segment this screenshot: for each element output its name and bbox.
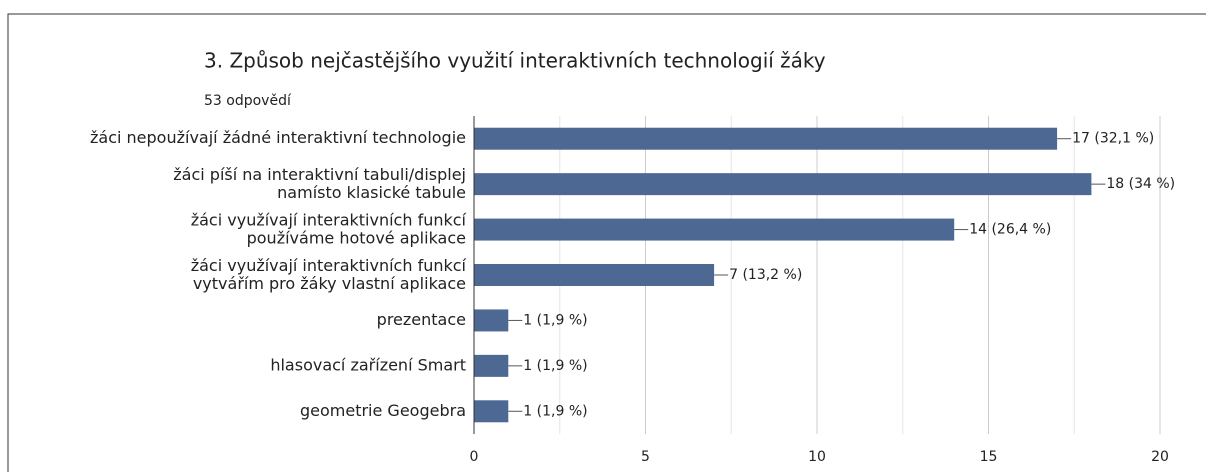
x-tick-label: 15 (980, 449, 998, 465)
value-label: 1 (1,9 %) (523, 358, 587, 374)
chart-subtitle: 53 odpovědí (204, 93, 292, 109)
y-tick-label: žáci píší na interaktivní tabuli/displej… (173, 165, 466, 202)
chart-title: 3. Způsob nejčastějšího využití interakt… (204, 49, 826, 73)
bar (474, 309, 509, 332)
y-tick-label: prezentace (377, 310, 466, 329)
y-tick-label: žáci nepoužívají žádné interaktivní tech… (90, 128, 466, 147)
frame (7, 13, 1206, 472)
x-tick-label: 5 (641, 449, 650, 465)
y-tick-label: hlasovací zařízení Smart (270, 355, 466, 374)
y-tick-label: žáci využívají interaktivních funkcí použ… (191, 210, 467, 247)
bar (474, 400, 509, 423)
bar (474, 354, 509, 377)
y-tick-label: žáci využívají interaktivních funkcí vytv… (191, 256, 467, 293)
value-label: 18 (34 %) (1106, 176, 1175, 192)
y-tick-label: geometrie Geogebra (300, 401, 466, 420)
bar (474, 127, 1058, 150)
value-label: 1 (1,9 %) (523, 312, 587, 328)
x-tick-label: 0 (470, 449, 479, 465)
value-label: 7 (13,2 %) (729, 267, 802, 283)
x-tick-label: 10 (808, 449, 826, 465)
bar (474, 264, 715, 286)
value-label: 1 (1,9 %) (523, 403, 587, 419)
value-label: 17 (32,1 %) (1072, 131, 1154, 147)
bar (474, 173, 1092, 196)
bar (474, 218, 955, 241)
value-label: 14 (26,4 %) (969, 222, 1051, 238)
x-tick-label: 20 (1151, 449, 1169, 465)
